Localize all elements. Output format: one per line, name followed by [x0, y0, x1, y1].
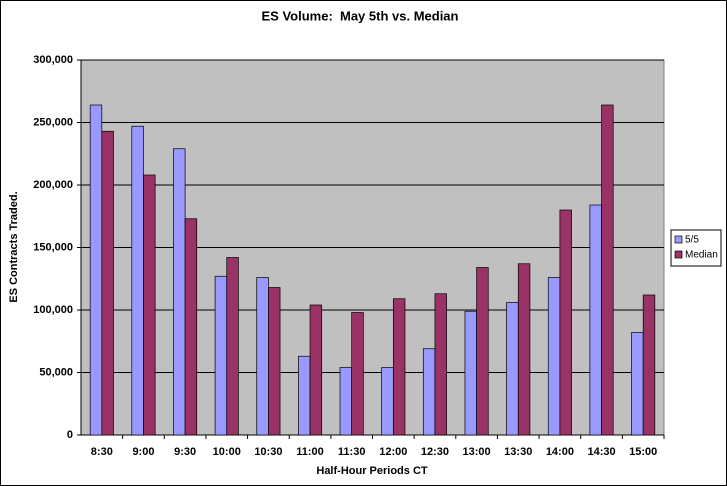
bar [184, 218, 198, 436]
bar [309, 304, 323, 436]
bar [339, 367, 353, 436]
legend-label: Median [685, 250, 718, 261]
y-tick-label: 200,000 [33, 179, 73, 191]
x-tick-label: 11:30 [338, 446, 366, 458]
bar [89, 104, 103, 436]
y-axis-label: ES Contracts Traded. [8, 191, 20, 302]
bar [506, 302, 519, 436]
x-tick-label: 12:30 [421, 446, 449, 458]
bar [131, 125, 144, 436]
bar [601, 104, 614, 436]
y-tick-label: 300,000 [33, 54, 73, 66]
x-tick-label: 11:00 [296, 446, 324, 458]
bar [256, 277, 269, 436]
bar [381, 367, 394, 436]
x-tick-label: 15:00 [629, 446, 657, 458]
bar [101, 130, 114, 436]
legend-label: 5/5 [685, 235, 699, 246]
bar [143, 174, 156, 436]
legend-swatch [674, 235, 683, 244]
bar [464, 310, 477, 436]
bar [642, 294, 656, 436]
y-tick-label: 150,000 [33, 241, 73, 253]
x-tick-label: 9:00 [132, 446, 154, 458]
bar [476, 267, 489, 436]
y-tick-label: 250,000 [33, 116, 73, 128]
chart-title: ES Volume: May 5th vs. Median [262, 8, 459, 23]
bar [351, 312, 364, 436]
legend-swatch [674, 250, 683, 259]
bar [173, 148, 186, 436]
x-tick-label: 12:00 [379, 446, 407, 458]
bar [226, 257, 239, 436]
bar [434, 293, 447, 436]
bar [589, 204, 602, 436]
y-tick-label: 100,000 [33, 304, 73, 316]
bar [422, 348, 436, 436]
x-axis-label: Half-Hour Periods CT [316, 465, 428, 477]
x-tick-label: 13:00 [463, 446, 491, 458]
bar [214, 275, 228, 436]
bar [559, 209, 572, 436]
bar [298, 355, 311, 436]
bar [268, 287, 281, 436]
x-tick-label: 14:30 [587, 446, 615, 458]
x-tick-label: 8:30 [91, 446, 113, 458]
bar [392, 298, 406, 436]
x-tick-label: 10:00 [213, 446, 241, 458]
y-tick-label: 50,000 [39, 366, 73, 378]
x-tick-label: 10:30 [254, 446, 282, 458]
y-tick-label: 0 [67, 429, 73, 441]
x-tick-label: 9:30 [174, 446, 196, 458]
x-tick-label: 13:30 [504, 446, 532, 458]
bar [547, 277, 561, 436]
bar [517, 263, 531, 436]
x-tick-label: 14:00 [546, 446, 574, 458]
bar [631, 332, 644, 436]
